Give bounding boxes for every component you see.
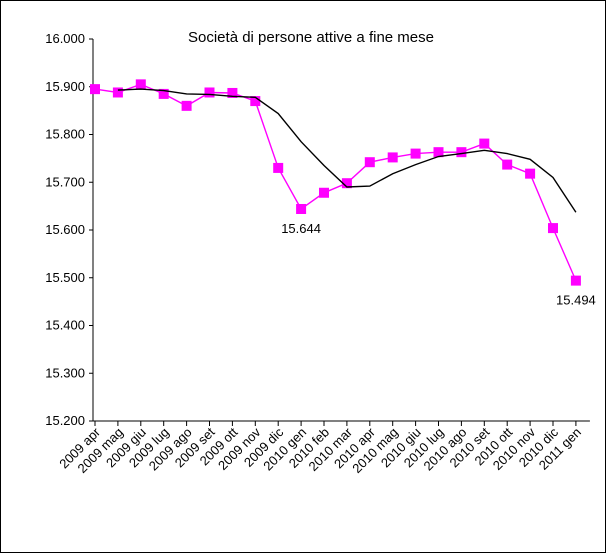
data-point [387,152,398,163]
data-label: 15.644 [281,221,321,236]
y-tick-label: 16.000 [45,31,85,46]
data-point [364,157,375,168]
data-point [319,187,329,198]
data-point [502,159,513,170]
y-tick-label: 15.900 [45,79,85,94]
y-tick-label: 15.600 [45,222,85,237]
data-point [227,87,238,98]
y-tick-label: 15.700 [45,174,85,189]
y-tick-label: 15.800 [45,127,85,142]
data-point [296,203,307,214]
data-point [90,84,100,95]
data-point [204,87,215,98]
data-point [410,148,421,159]
data-point [158,88,169,99]
series-line-markers [94,83,577,281]
data-point [525,168,536,179]
data-point [548,223,558,234]
series-line-smooth [117,88,577,213]
data-point [250,96,261,107]
data-point [135,79,146,90]
data-point [456,147,467,158]
y-tick-label: 15.400 [45,318,85,333]
data-point [341,178,352,189]
data-point [273,162,284,173]
y-tick-label: 15.300 [45,365,85,380]
data-point [112,87,123,98]
data-point [433,147,444,158]
chart-title: Società di persone attive a fine mese [188,29,434,46]
data-point [479,138,490,149]
data-point [570,275,581,286]
y-tick-label: 15.500 [45,270,85,285]
data-point [181,100,192,111]
y-tick-label: 15.200 [45,413,85,428]
data-label: 15.494 [556,293,596,308]
